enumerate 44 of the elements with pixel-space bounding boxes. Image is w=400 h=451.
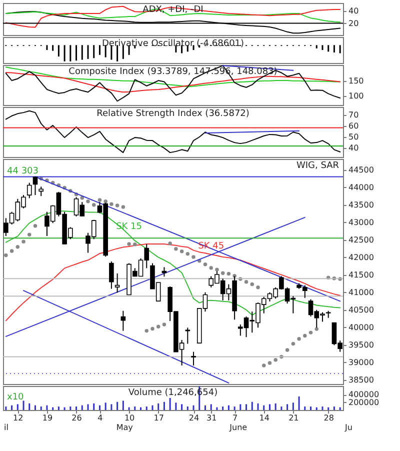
- text: il: [4, 423, 8, 432]
- chart-title: Relative Strength Index (36.5872): [96, 109, 250, 119]
- y-tick-label: 50: [348, 132, 359, 142]
- x-tick-label: 14: [259, 414, 270, 422]
- x-tick-label: 4: [98, 414, 103, 422]
- text: May: [116, 423, 134, 432]
- y-tick-label: 20: [348, 18, 359, 28]
- x-tick-label: 28: [324, 414, 334, 422]
- x-tick-label: 21: [288, 414, 299, 422]
- x-tick-label: 19: [42, 414, 53, 422]
- y-tick-label: 39500: [348, 340, 374, 350]
- y-tick-label: 40: [348, 6, 359, 16]
- annotation: 44 303: [7, 166, 38, 177]
- x-tick-label: 26: [72, 414, 82, 422]
- chart-title: WIG, SAR: [296, 161, 339, 171]
- chart-title: Derivative Oscillator (-4.68601): [102, 39, 244, 49]
- y-tick-label: 42000: [348, 252, 374, 262]
- x-tick-label: 17: [154, 414, 164, 422]
- y-tick-label: 44000: [348, 182, 374, 192]
- x-tick-label: 7: [232, 414, 238, 422]
- y-tick-label: 41000: [348, 288, 374, 297]
- y-tick-label: 38500: [348, 375, 374, 384]
- x-tick-label: 31: [206, 414, 217, 422]
- x-tick-label: 24: [188, 414, 200, 422]
- text: June: [228, 423, 248, 432]
- annotation: x10: [7, 392, 24, 402]
- y-tick-label: 40000: [348, 322, 374, 332]
- y-tick-label: 100: [348, 92, 364, 101]
- y-tick-label: 44500: [348, 165, 374, 174]
- y-tick-label: 40500: [348, 305, 374, 314]
- y-tick-label: 400000: [348, 390, 380, 400]
- y-tick-label: 70: [348, 110, 359, 120]
- y-tick-label: 40: [348, 144, 359, 153]
- y-tick-label: 41500: [348, 270, 374, 280]
- text: Ju: [344, 423, 352, 432]
- y-tick-label: 60: [348, 121, 359, 130]
- y-tick-label: 43000: [348, 218, 374, 227]
- y-tick-label: 150: [348, 76, 364, 86]
- y-tick-label: 43500: [348, 200, 374, 210]
- x-tick-label: 10: [124, 414, 135, 422]
- y-tick-label: 200000: [348, 398, 380, 407]
- x-tick-label: 12: [13, 414, 24, 422]
- y-tick-label: 39000: [348, 358, 374, 367]
- y-tick-label: 42500: [348, 235, 374, 244]
